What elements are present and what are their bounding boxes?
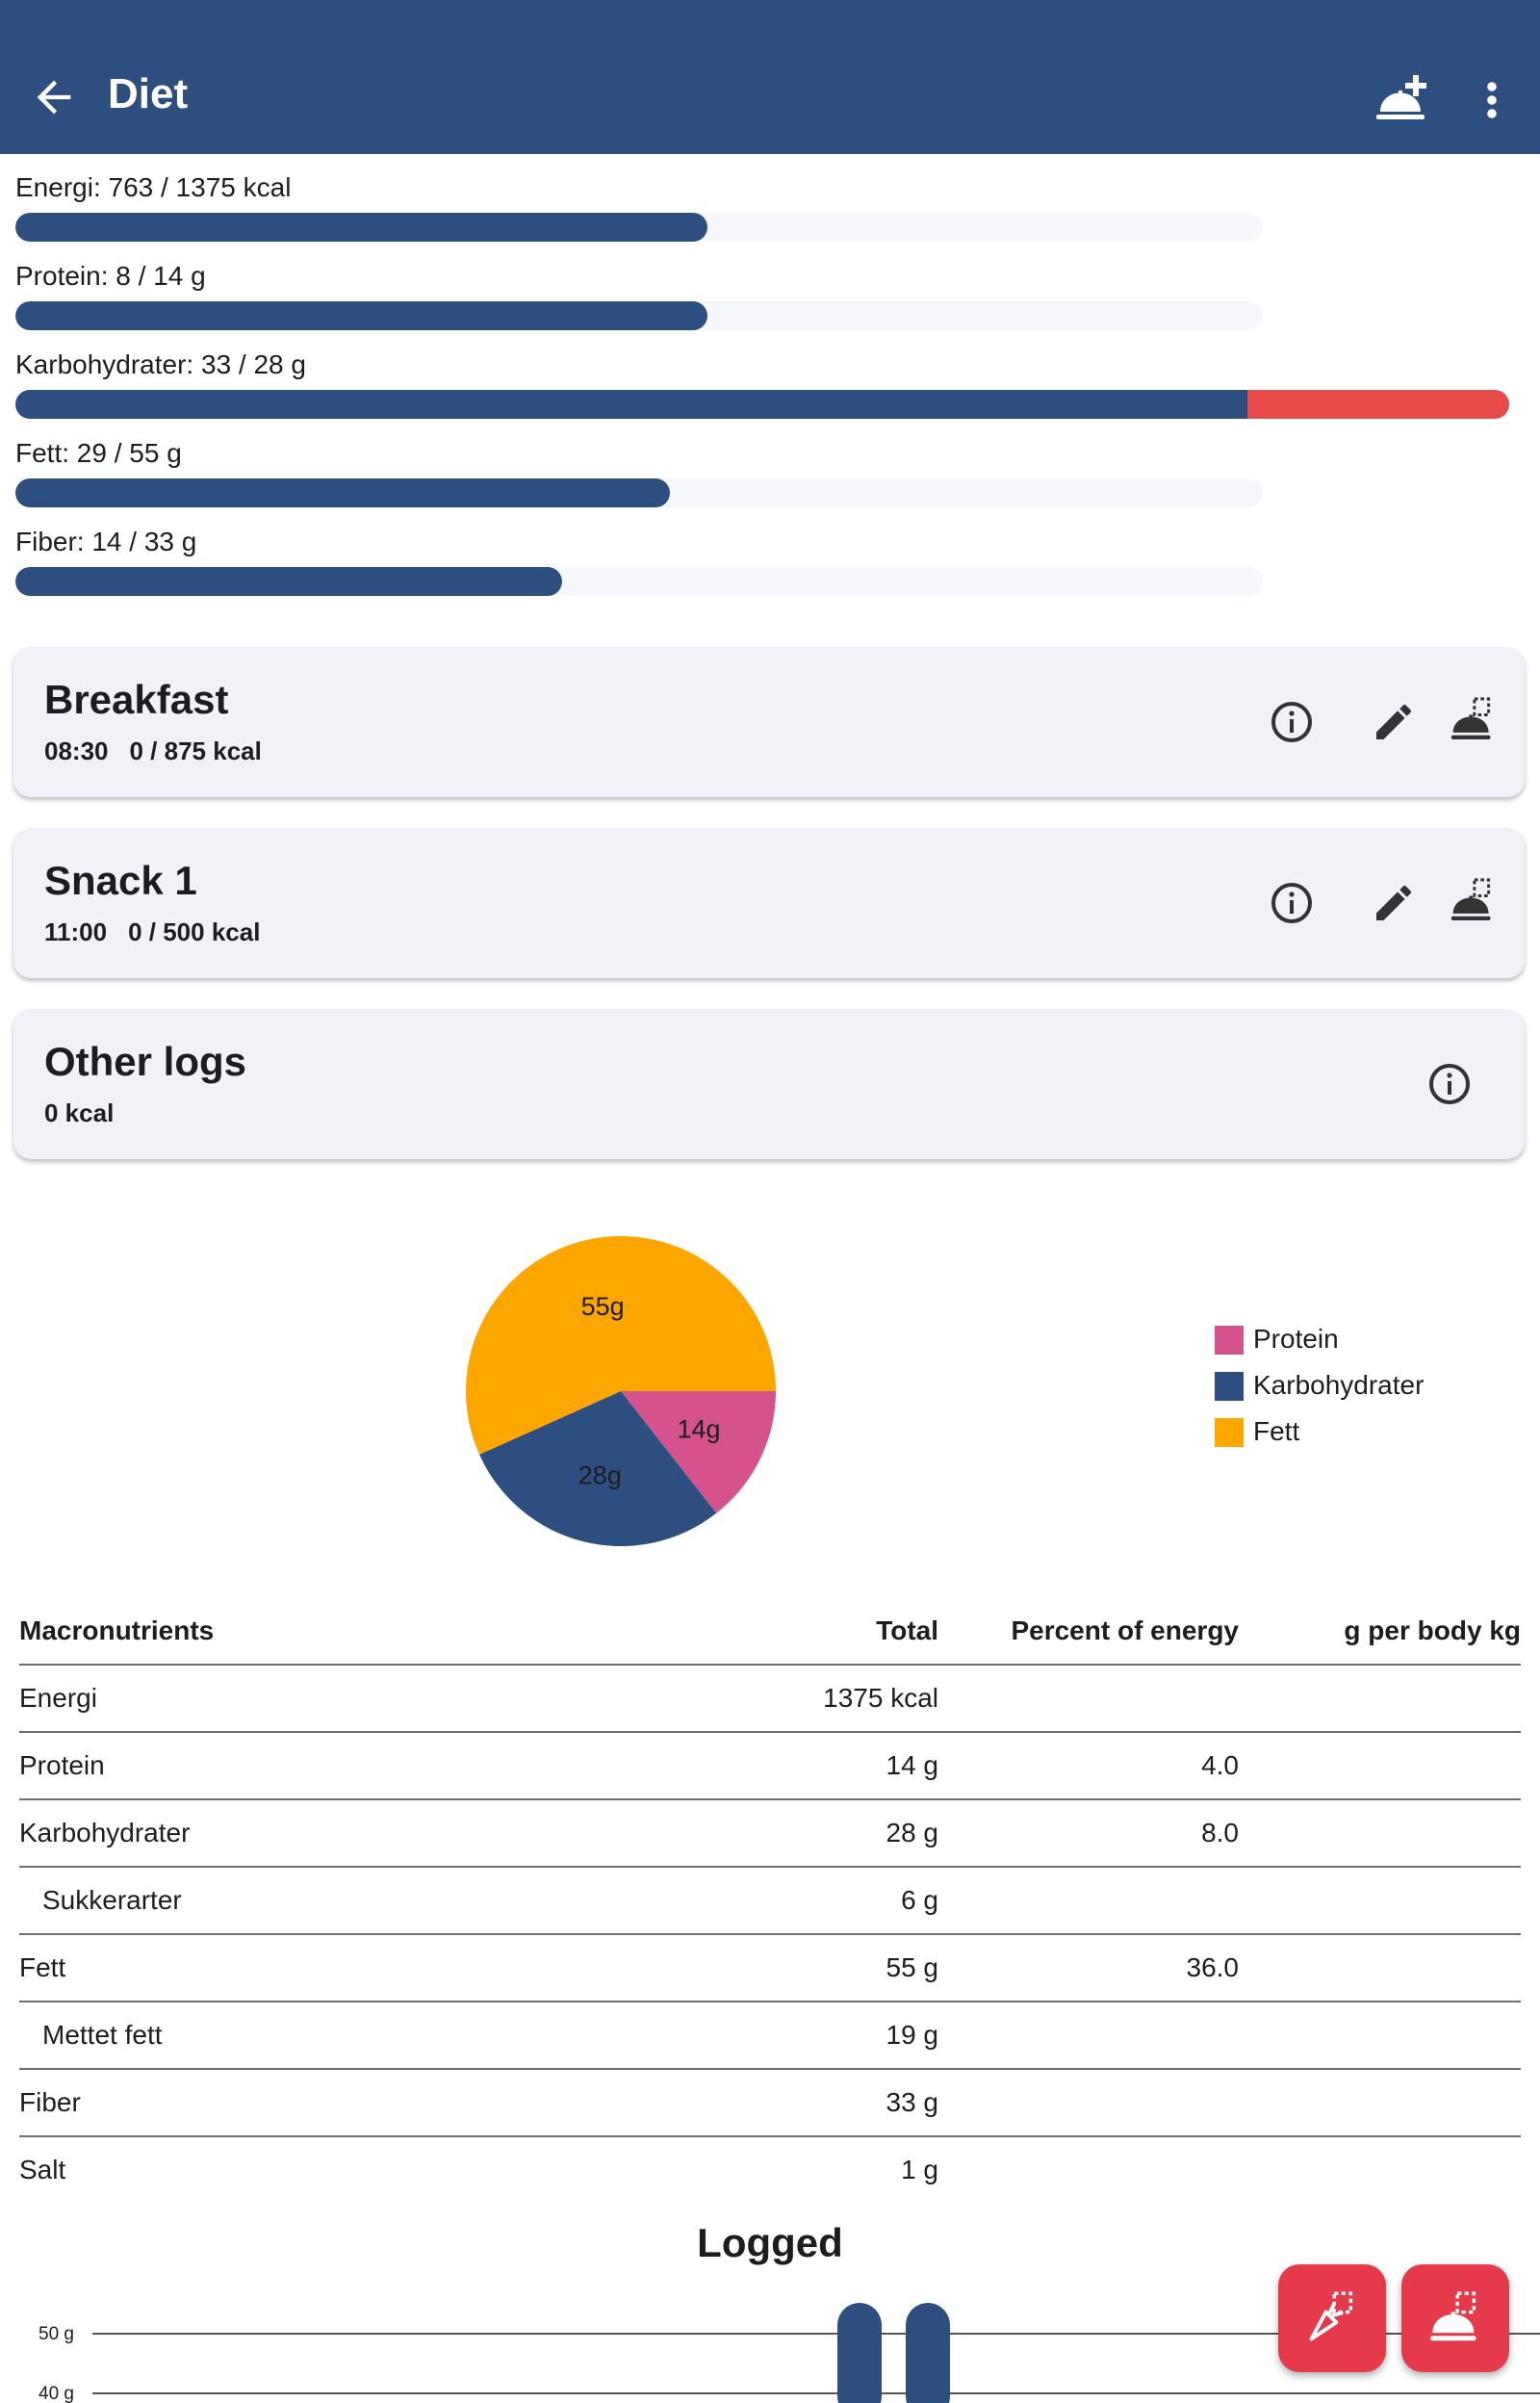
log-meal-icon bbox=[1430, 2291, 1476, 2341]
other-logs-card[interactable]: Other logs 0 kcal bbox=[13, 1009, 1525, 1159]
header-macronutrients: Macronutrients bbox=[19, 1615, 215, 1645]
header-g-per-kg: g per body kg bbox=[1344, 1615, 1521, 1645]
pie-slice-label: 28g bbox=[578, 1461, 622, 1490]
row-name: Fiber bbox=[19, 2087, 81, 2117]
meal-title: Breakfast bbox=[44, 677, 229, 722]
energy-progress-label: Energi: 763 / 1375 kcal bbox=[15, 172, 292, 202]
info-icon[interactable] bbox=[1269, 880, 1315, 926]
table-row: Salt 1 g bbox=[19, 2137, 1521, 2203]
meal-card-snack-1[interactable]: Snack 1 11:00 0 / 500 kcal bbox=[13, 828, 1525, 978]
meal-kcal: 0 / 500 kcal bbox=[128, 917, 261, 946]
row-total: 14 g bbox=[886, 1750, 939, 1780]
row-percent: 8.0 bbox=[1201, 1818, 1239, 1847]
fiber-progress-label: Fiber: 14 / 33 g bbox=[15, 527, 197, 556]
logged-bar-chart: 50 g 40 g bbox=[38, 2303, 1540, 2403]
row-name: Fett bbox=[19, 1952, 66, 1982]
log-meal-icon[interactable] bbox=[1450, 697, 1496, 743]
row-name: Salt bbox=[19, 2155, 66, 2184]
fat-progress-bar bbox=[15, 478, 1263, 507]
row-name: Protein bbox=[19, 1750, 105, 1780]
page-title: Diet bbox=[108, 70, 189, 117]
row-percent: 36.0 bbox=[1186, 1952, 1240, 1982]
other-logs-title: Other logs bbox=[44, 1039, 247, 1084]
legend-label: Protein bbox=[1253, 1324, 1339, 1354]
fat-progress-fill bbox=[15, 478, 671, 507]
y-tick-label: 40 g bbox=[38, 2384, 74, 2403]
meal-subtitle: 08:30 0 / 875 kcal bbox=[44, 736, 283, 766]
log-meal-icon[interactable] bbox=[1450, 878, 1496, 924]
table-header: Macronutrients Total Percent of energy g… bbox=[19, 1598, 1521, 1666]
pie-slice-fett bbox=[466, 1236, 776, 1455]
row-total: 19 g bbox=[886, 2020, 939, 2050]
other-logs-kcal: 0 kcal bbox=[44, 1098, 115, 1127]
macronutrient-table: Macronutrients Total Percent of energy g… bbox=[19, 1598, 1521, 2203]
logged-bar bbox=[906, 2303, 950, 2403]
app-bar: Diet bbox=[0, 0, 1540, 154]
meal-subtitle: 11:00 0 / 500 kcal bbox=[44, 917, 281, 947]
table-row: Protein 14 g 4.0 bbox=[19, 1733, 1521, 1800]
row-name: Sukkerarter bbox=[42, 1885, 182, 1915]
energy-progress-bar bbox=[15, 213, 1263, 242]
meal-kcal: 0 / 875 kcal bbox=[129, 736, 262, 765]
row-total: 1375 kcal bbox=[823, 1683, 938, 1713]
pie-slice-karbohydrater bbox=[479, 1391, 717, 1546]
legend-swatch bbox=[1215, 1418, 1244, 1447]
pie-slice-label: 14g bbox=[678, 1414, 721, 1443]
table-row: Karbohydrater 28 g 8.0 bbox=[19, 1800, 1521, 1868]
edit-icon[interactable] bbox=[1371, 699, 1417, 745]
table-row: Fett 55 g 36.0 bbox=[19, 1935, 1521, 2002]
y-tick-label: 50 g bbox=[38, 2324, 74, 2344]
legend-label: Fett bbox=[1253, 1416, 1300, 1446]
info-icon[interactable] bbox=[1426, 1061, 1473, 1107]
legend-swatch bbox=[1215, 1326, 1244, 1355]
pie-slice-protein bbox=[621, 1391, 776, 1513]
table-row: Fiber 33 g bbox=[19, 2070, 1521, 2137]
table-row: Mettet fett 19 g bbox=[19, 2002, 1521, 2070]
row-total: 1 g bbox=[901, 2155, 938, 2184]
carbs-progress-label: Karbohydrater: 33 / 28 g bbox=[15, 349, 306, 379]
macronutrient-pie-chart: 14g 28g 55g bbox=[466, 1236, 776, 1546]
row-percent: 4.0 bbox=[1201, 1750, 1239, 1780]
edit-icon[interactable] bbox=[1371, 880, 1417, 926]
add-meal-icon[interactable] bbox=[1374, 71, 1432, 129]
fiber-progress-bar bbox=[15, 567, 1263, 596]
carbs-over-limit-fill bbox=[1247, 390, 1509, 419]
log-ingredient-fab[interactable] bbox=[1278, 2264, 1386, 2372]
logged-chart-title: Logged bbox=[697, 2220, 843, 2265]
header-percent-energy: Percent of energy bbox=[1011, 1615, 1239, 1645]
arrow-left-icon[interactable] bbox=[29, 72, 79, 122]
row-name: Karbohydrater bbox=[19, 1818, 191, 1847]
table-row: Sukkerarter 6 g bbox=[19, 1868, 1521, 1935]
pie-slice-label: 55g bbox=[581, 1292, 625, 1321]
row-total: 6 g bbox=[901, 1885, 938, 1915]
meal-time: 08:30 bbox=[44, 736, 109, 765]
log-ingredient-icon bbox=[1309, 2291, 1353, 2341]
protein-progress-label: Protein: 8 / 14 g bbox=[15, 261, 206, 291]
table-row: Energi 1375 kcal bbox=[19, 1666, 1521, 1733]
fat-progress-label: Fett: 29 / 55 g bbox=[15, 438, 182, 468]
protein-progress-fill bbox=[15, 301, 708, 330]
row-total: 55 g bbox=[886, 1952, 939, 1982]
energy-progress-fill bbox=[15, 213, 708, 242]
carbs-progress-fill bbox=[15, 390, 1263, 419]
info-icon[interactable] bbox=[1269, 699, 1315, 745]
fiber-progress-fill bbox=[15, 567, 562, 596]
row-total: 33 g bbox=[886, 2087, 939, 2117]
legend-label: Karbohydrater bbox=[1253, 1370, 1424, 1400]
more-vert-icon[interactable] bbox=[1473, 77, 1511, 123]
protein-progress-bar bbox=[15, 301, 1263, 330]
carbs-progress-bar bbox=[15, 390, 1263, 419]
row-total: 28 g bbox=[886, 1818, 939, 1847]
meal-title: Snack 1 bbox=[44, 858, 197, 903]
row-name: Mettet fett bbox=[42, 2020, 163, 2050]
logged-bar bbox=[837, 2303, 882, 2403]
meal-card-breakfast[interactable]: Breakfast 08:30 0 / 875 kcal bbox=[13, 647, 1525, 797]
row-name: Energi bbox=[19, 1683, 97, 1713]
header-total: Total bbox=[876, 1615, 938, 1645]
log-meal-fab[interactable] bbox=[1401, 2264, 1509, 2372]
meal-time: 11:00 bbox=[44, 917, 108, 946]
legend-swatch bbox=[1215, 1372, 1244, 1401]
